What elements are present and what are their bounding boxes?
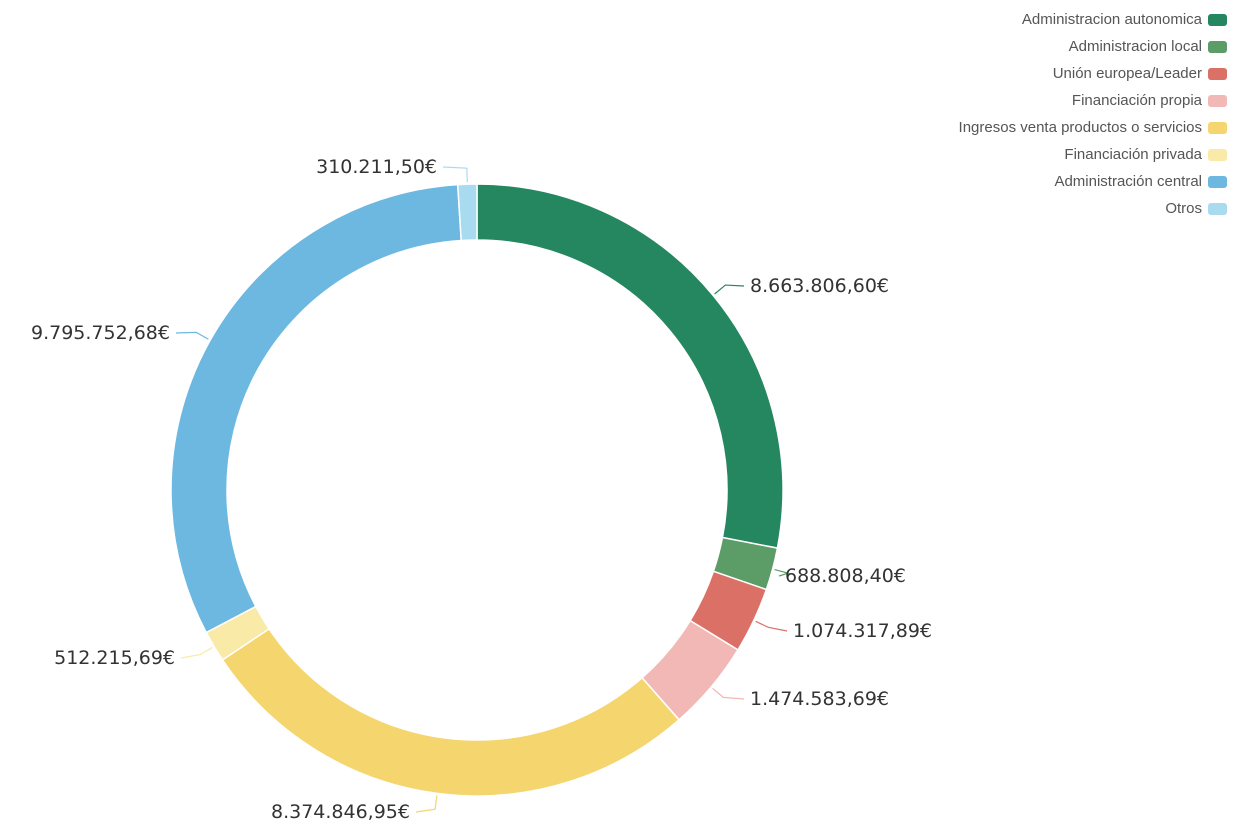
value-label-ingresos-venta: 8.374.846,95€ xyxy=(271,801,410,823)
leader-line-financiacion-privada xyxy=(180,646,213,659)
legend-swatch xyxy=(1208,67,1227,80)
legend-label: Administración central xyxy=(1054,173,1202,190)
legend-swatch xyxy=(1208,94,1227,107)
legend-swatch xyxy=(1208,40,1227,53)
legend-swatch xyxy=(1208,121,1227,134)
legend-item-financiacion-privada[interactable]: Financiación privada xyxy=(807,141,1227,168)
legend-item-admin-autonomica[interactable]: Administracion autonomica xyxy=(807,6,1227,33)
leader-line-union-europea xyxy=(755,620,788,632)
legend-swatch xyxy=(1208,175,1227,188)
leader-line-admin-local xyxy=(774,568,791,577)
value-label-admin-local: 688.808,40€ xyxy=(785,565,906,587)
value-label-otros: 310.211,50€ xyxy=(316,156,437,178)
leader-line-ingresos-venta xyxy=(415,795,438,813)
legend-label: Financiación propia xyxy=(1071,92,1202,109)
legend-label: Administracion local xyxy=(1068,38,1202,55)
legend-label: Ingresos venta productos o servicios xyxy=(958,119,1202,136)
leader-line-financiacion-propia xyxy=(712,687,745,700)
legend-swatch xyxy=(1208,202,1227,215)
slice-ingresos-venta[interactable] xyxy=(221,627,681,797)
legend-item-union-europea[interactable]: Unión europea/Leader xyxy=(807,60,1227,87)
legend-item-financiacion-propia[interactable]: Financiación propia xyxy=(807,87,1227,114)
value-label-admin-central: 9.795.752,68€ xyxy=(31,322,170,344)
value-label-financiacion-privada: 512.215,69€ xyxy=(54,647,175,669)
leader-line-otros xyxy=(442,166,468,183)
value-label-financiacion-propia: 1.474.583,69€ xyxy=(750,688,889,710)
legend-item-admin-central[interactable]: Administración central xyxy=(807,168,1227,195)
legend-swatch xyxy=(1208,13,1227,26)
leader-line-admin-central xyxy=(175,331,209,340)
leader-line-admin-autonomica xyxy=(714,284,745,295)
legend-label: Financiación privada xyxy=(1064,146,1202,163)
legend-label: Otros xyxy=(1165,200,1202,217)
legend-item-otros[interactable]: Otros xyxy=(807,195,1227,222)
slice-admin-central[interactable] xyxy=(170,183,463,634)
legend-label: Administracion autonomica xyxy=(1021,11,1202,28)
value-label-admin-autonomica: 8.663.806,60€ xyxy=(750,275,889,297)
chart-legend: Administracion autonomica Administracion… xyxy=(807,6,1227,222)
slice-admin-autonomica[interactable] xyxy=(476,183,784,550)
legend-item-admin-local[interactable]: Administracion local xyxy=(807,33,1227,60)
value-label-union-europea: 1.074.317,89€ xyxy=(793,620,932,642)
legend-swatch xyxy=(1208,148,1227,161)
legend-item-ingresos-venta[interactable]: Ingresos venta productos o servicios xyxy=(807,114,1227,141)
legend-label: Unión europea/Leader xyxy=(1052,65,1202,82)
slice-otros[interactable] xyxy=(456,183,478,242)
